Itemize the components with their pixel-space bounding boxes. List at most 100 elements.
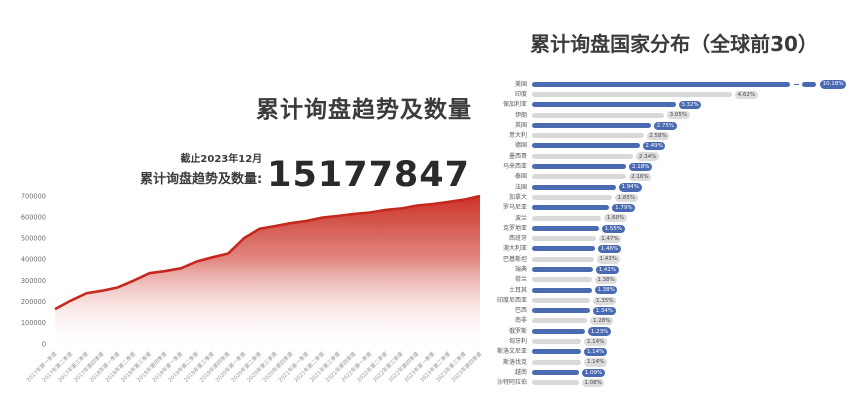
country-label: 泰国 [514,173,527,181]
bar-row-10: 泰国 2.16% [472,172,850,182]
bar-row-16: 西班牙 1.47% [472,233,850,243]
country-label: 罗马尼亚 [502,204,527,212]
country-label: 保加利亚 [502,101,527,109]
bar-row-20: 荷兰 1.38% [472,275,850,285]
bar-track: 1.09% [532,368,850,377]
bar-track: 3.05% [532,111,850,120]
bar [532,174,626,180]
value-badge: 1.35% [593,296,617,305]
bar-track: 1.47% [532,234,850,243]
value-badge: 1.47% [598,234,622,243]
bar-row-18: 巴基斯坦 1.43% [472,254,850,264]
bar-row-6: 意大利 2.58% [472,130,850,141]
value-badge: 1.14% [584,358,608,367]
country-label: 印度尼西亚 [496,296,527,304]
bar-track: 1.35% [532,296,850,305]
bar [532,236,596,242]
bar [532,143,640,149]
bar-row-24: 南非 1.28% [472,316,850,326]
bar-row-9: 马来西亚 2.18% [472,161,850,171]
bar-row-19: 瑞典 1.41% [472,264,850,274]
bar-track: 1.85% [532,193,850,202]
bar-track: 1.14% [532,348,850,357]
bar [532,256,594,262]
bar-track: 1.41% [532,265,850,274]
bar [532,225,600,231]
bar [532,91,732,97]
value-badge: 10.18% [820,80,847,89]
bar-track: 2.34% [532,152,850,161]
total-inquiries-block: 截止2023年12月 累计询盘趋势及数量: 15177847 [140,150,470,192]
bar [532,81,790,87]
bar [532,339,582,345]
bar [532,297,591,303]
bar [532,184,616,190]
bar [532,205,610,211]
bar [532,164,627,170]
value-badge: 2.49% [642,142,666,151]
bar [532,287,592,293]
bar-row-7: 德国 2.49% [472,141,850,151]
value-badge: 2.34% [636,152,659,161]
bar-row-12: 加拿大 1.85% [472,192,850,202]
country-label: 澳大利亚 [502,245,527,253]
bar-row-3: 保加利亚 3.32% [472,100,850,110]
bar-track: 2.49% [532,142,850,151]
axis-break-dash [794,83,799,85]
value-badge: 1.43% [596,255,620,264]
bar-track: 1.14% [532,358,850,367]
bar [532,194,613,200]
value-badge: 1.55% [602,224,625,233]
value-badge: 1.08% [581,378,605,388]
bar-row-25: 俄罗斯 1.23% [472,326,850,336]
country-label: 墨西哥 [508,152,527,160]
country-bar-chart: 美国 10.18% 印度 4.62% 保加利亚 3.32% 伊朗 3.05% 英国 2.75% 意大… [472,79,850,388]
value-badge: 1.85% [615,193,638,202]
value-badge: 1.38% [594,286,618,295]
country-label: 马来西亚 [502,163,527,171]
bar-row-29: 越南 1.09% [472,367,850,377]
y-axis-tick-label: 0 [42,340,46,348]
bar-row-2: 印度 4.62% [472,89,850,99]
bar-track: 2.18% [532,162,850,171]
bar-row-1: 美国 10.18% [472,79,850,89]
bar [532,318,588,324]
bar-row-15: 克罗地亚 1.55% [472,223,850,233]
value-badge: 2.16% [628,173,652,182]
bar [532,112,665,118]
country-label: 美国 [514,80,527,88]
value-badge: 4.62% [735,90,758,99]
bar [532,359,582,365]
country-label: 斯洛文尼亚 [496,348,527,356]
country-label: 波兰 [514,214,527,222]
country-label: 瑞典 [514,265,527,273]
country-label: 荷兰 [514,276,527,284]
bar [532,133,644,139]
country-label: 法国 [514,183,527,191]
bar-row-23: 巴西 1.34% [472,306,850,316]
country-label: 沙特阿拉伯 [496,379,527,387]
bar-row-5: 英国 2.75% [472,120,850,130]
total-inquiries-caption: 累计询盘趋势及数量: [139,172,263,187]
value-badge: 1.41% [596,265,619,274]
value-badge: 3.32% [678,100,702,110]
value-badge: 1.79% [612,203,636,213]
bar-row-26: 匈牙利 1.14% [472,336,850,346]
country-label: 土耳其 [508,286,527,294]
value-badge: 1.38% [594,275,618,285]
bar-track: 1.79% [532,203,850,213]
y-axis-tick-label: 300000 [21,277,46,285]
y-axis-tick-label: 400000 [21,256,46,264]
area-fill [55,196,480,344]
country-label: 西班牙 [508,235,527,243]
value-badge: 1.14% [584,348,608,357]
bar-track: 1.28% [532,317,850,326]
bar [532,328,586,334]
country-label: 南非 [514,317,527,325]
bar-row-17: 澳大利亚 1.46% [472,244,850,254]
bar [532,349,582,355]
bar-track: 1.94% [532,183,850,192]
bar-track: 1.46% [532,245,850,254]
country-label: 伊朗 [514,111,527,119]
bar-track: 3.32% [532,100,850,110]
